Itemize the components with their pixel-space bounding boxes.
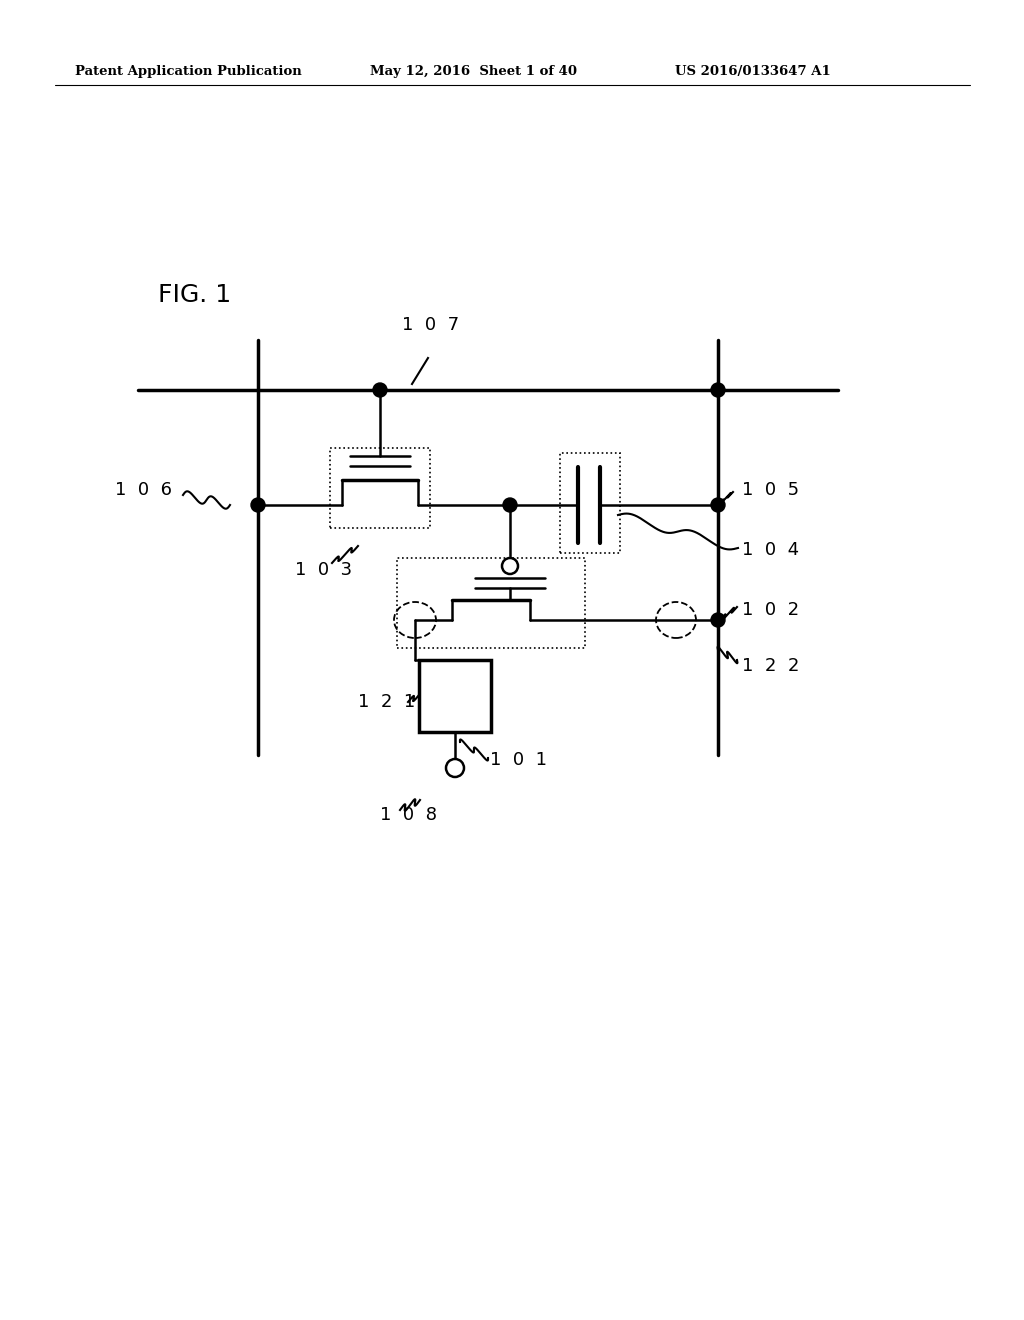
Bar bbox=[560, 453, 620, 553]
Text: 1  0  8: 1 0 8 bbox=[380, 807, 437, 824]
Bar bbox=[419, 660, 490, 733]
Text: 1  0  3: 1 0 3 bbox=[295, 561, 352, 579]
Text: 1  0  2: 1 0 2 bbox=[742, 601, 799, 619]
Circle shape bbox=[373, 383, 387, 397]
Circle shape bbox=[503, 498, 517, 512]
Circle shape bbox=[711, 383, 725, 397]
Text: 1  0  5: 1 0 5 bbox=[742, 480, 799, 499]
Text: 1  0  7: 1 0 7 bbox=[402, 315, 459, 334]
Circle shape bbox=[502, 558, 518, 574]
Text: Patent Application Publication: Patent Application Publication bbox=[75, 66, 302, 78]
Text: 1  0  4: 1 0 4 bbox=[742, 541, 799, 558]
Circle shape bbox=[446, 759, 464, 777]
Circle shape bbox=[711, 612, 725, 627]
Text: 1  0  6: 1 0 6 bbox=[115, 480, 172, 499]
Text: 1  0  1: 1 0 1 bbox=[490, 751, 547, 770]
Circle shape bbox=[711, 498, 725, 512]
Circle shape bbox=[251, 498, 265, 512]
Bar bbox=[330, 447, 430, 528]
Text: May 12, 2016  Sheet 1 of 40: May 12, 2016 Sheet 1 of 40 bbox=[370, 66, 577, 78]
Text: 1  2  1: 1 2 1 bbox=[358, 693, 416, 711]
Text: FIG. 1: FIG. 1 bbox=[158, 282, 231, 308]
Text: US 2016/0133647 A1: US 2016/0133647 A1 bbox=[675, 66, 830, 78]
Text: 1  2  2: 1 2 2 bbox=[742, 657, 800, 675]
Bar bbox=[397, 558, 585, 648]
